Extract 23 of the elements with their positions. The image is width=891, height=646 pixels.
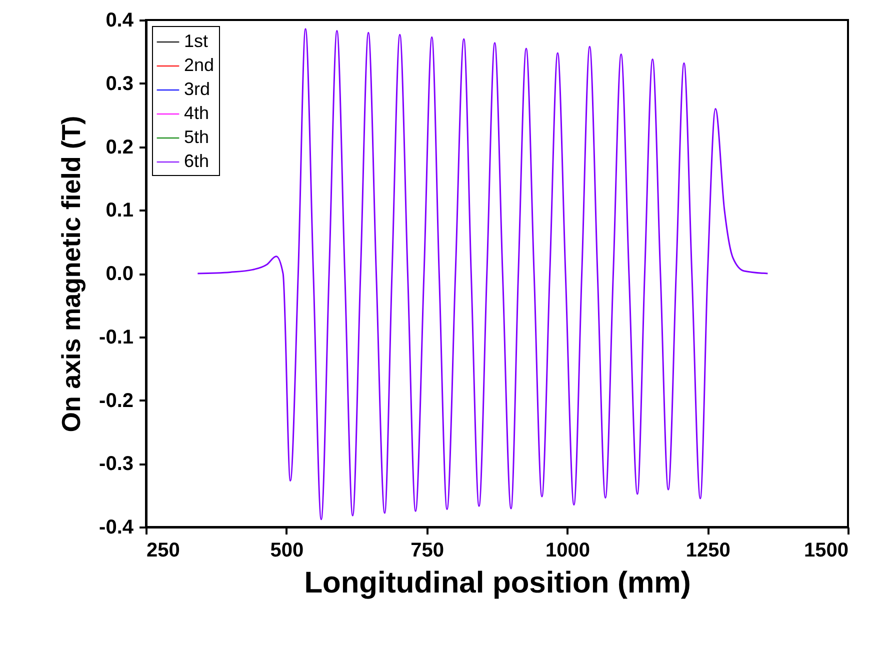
- y-tick-label: 0.3: [106, 72, 134, 95]
- legend-label: 6th: [184, 151, 210, 171]
- x-tick-label: 750: [410, 540, 444, 562]
- x-tick-label: 1250: [686, 540, 730, 562]
- x-tick-label: 1500: [804, 540, 848, 562]
- legend-label: 4th: [184, 103, 210, 123]
- x-tick-label: 1000: [545, 540, 590, 562]
- y-tick-label: 0.4: [106, 10, 134, 32]
- legend-label: 2nd: [184, 55, 214, 75]
- y-tick-label: -0.4: [99, 516, 134, 538]
- y-tick-label: -0.1: [99, 326, 134, 348]
- y-tick-label: -0.2: [99, 390, 134, 412]
- legend-label: 5th: [184, 127, 210, 147]
- x-tick-label: 500: [270, 540, 304, 562]
- legend-label: 3rd: [184, 79, 210, 99]
- x-tick-label: 250: [146, 540, 180, 562]
- y-tick-label: -0.3: [99, 453, 134, 476]
- y-tick-label: 0.0: [106, 263, 134, 285]
- legend-label: 1st: [184, 31, 208, 51]
- y-tick-label: 0.1: [106, 200, 134, 222]
- y-axis-title: On axis magnetic field (T): [56, 116, 86, 432]
- x-axis-title: Longitudinal position (mm): [304, 566, 691, 600]
- y-tick-label: 0.2: [106, 136, 134, 158]
